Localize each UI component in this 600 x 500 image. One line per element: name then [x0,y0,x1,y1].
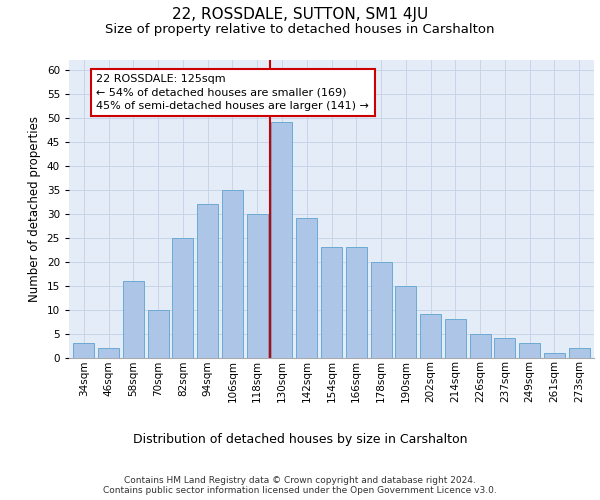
Bar [197,204,218,358]
Y-axis label: Number of detached properties: Number of detached properties [28,116,41,302]
Bar [544,352,565,358]
Bar [569,348,590,358]
Text: 22 ROSSDALE: 125sqm
← 54% of detached houses are smaller (169)
45% of semi-detac: 22 ROSSDALE: 125sqm ← 54% of detached ho… [96,74,369,111]
Bar [445,319,466,358]
Bar [123,280,144,357]
Bar [296,218,317,358]
Text: Distribution of detached houses by size in Carshalton: Distribution of detached houses by size … [133,432,467,446]
Text: Size of property relative to detached houses in Carshalton: Size of property relative to detached ho… [105,22,495,36]
Bar [73,343,94,357]
Bar [420,314,441,358]
Bar [371,262,392,358]
Bar [247,214,268,358]
Text: Contains HM Land Registry data © Crown copyright and database right 2024.
Contai: Contains HM Land Registry data © Crown c… [103,476,497,495]
Bar [519,343,540,357]
Bar [494,338,515,357]
Bar [98,348,119,358]
Bar [321,247,342,358]
Bar [271,122,292,358]
Text: 22, ROSSDALE, SUTTON, SM1 4JU: 22, ROSSDALE, SUTTON, SM1 4JU [172,8,428,22]
Bar [172,238,193,358]
Bar [346,247,367,358]
Bar [222,190,243,358]
Bar [470,334,491,357]
Bar [395,286,416,358]
Bar [148,310,169,358]
